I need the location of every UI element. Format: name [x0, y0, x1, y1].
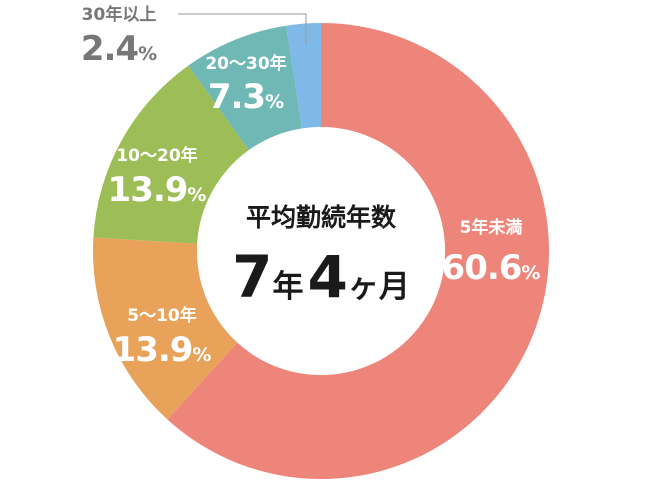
center-tenure: 7年4ヶ月: [232, 243, 410, 311]
label-20-30: 20〜30年 7.3%: [205, 53, 286, 117]
label-10-20-category: 10〜20年: [116, 145, 197, 166]
slice-0: [167, 23, 550, 479]
leader-line-30-plus: [178, 13, 307, 44]
label-5-10: 5〜10年 13.9%: [113, 305, 212, 370]
center-title: 平均勤続年数: [246, 203, 397, 232]
label-5-10-value: 13.9%: [113, 330, 212, 370]
label-20-30-value: 7.3%: [208, 77, 284, 117]
label-under-5: 5年未満 60.6%: [442, 217, 541, 288]
label-10-20: 10〜20年 13.9%: [108, 145, 207, 210]
label-5-10-category: 5〜10年: [127, 305, 197, 326]
donut-hole: [197, 127, 445, 375]
label-30-plus: 30年以上 2.4%: [81, 4, 157, 69]
label-10-20-value: 13.9%: [108, 170, 207, 210]
label-30-plus-value: 2.4%: [81, 29, 157, 69]
label-30-plus-category: 30年以上: [82, 4, 157, 25]
label-20-30-category: 20〜30年: [205, 53, 286, 74]
slice-4: [286, 23, 321, 129]
slice-1: [93, 237, 238, 420]
slice-2: [93, 65, 249, 244]
donut-slices: [93, 23, 550, 479]
label-under-5-category: 5年未満: [460, 217, 523, 238]
label-under-5-value: 60.6%: [442, 248, 541, 288]
slice-3: [188, 25, 303, 151]
